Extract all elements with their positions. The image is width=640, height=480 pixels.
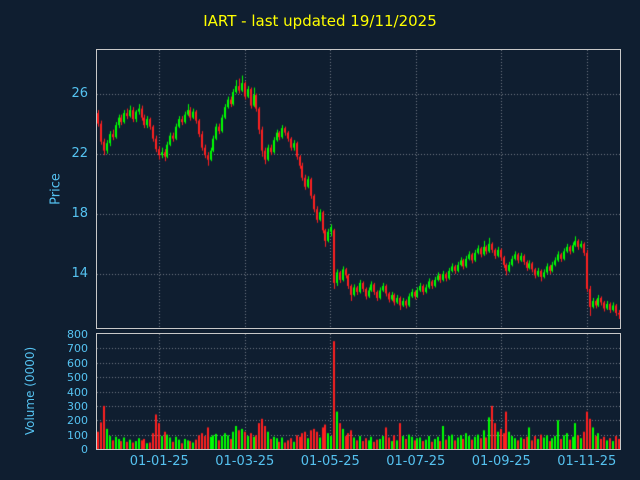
price-axis-label: Price <box>48 173 64 205</box>
volume-tick-label: 100 <box>67 428 88 442</box>
price-tick-label: 18 <box>71 205 88 221</box>
x-tick-label: 01-05-25 <box>300 454 360 469</box>
volume-plot <box>96 333 621 450</box>
volume-tick-label: 200 <box>67 414 88 428</box>
x-tick-label: 01-09-25 <box>471 454 531 469</box>
price-tick-label: 14 <box>71 265 88 281</box>
volume-tick-label: 500 <box>67 371 88 385</box>
x-tick-label: 01-01-25 <box>129 454 189 469</box>
x-tick-label: 01-07-25 <box>386 454 446 469</box>
x-tick-label: 01-03-25 <box>215 454 275 469</box>
volume-tick-label: 0 <box>81 443 88 456</box>
price-tick-label: 22 <box>71 145 88 161</box>
price-candlestick-canvas <box>97 50 620 328</box>
volume-tick-label: 800 <box>67 328 88 341</box>
volume-tick-label: 300 <box>67 399 88 413</box>
price-tick-label: 26 <box>71 85 88 101</box>
chart-title: IART - last updated 19/11/2025 <box>203 12 437 30</box>
x-tick-label: 01-11-25 <box>557 454 617 469</box>
volume-tick-label: 700 <box>67 342 88 356</box>
volume-tick-label: 600 <box>67 356 88 370</box>
volume-bars-canvas <box>97 334 620 449</box>
volume-axis-label: Volume (0000) <box>23 346 37 436</box>
volume-tick-label: 400 <box>67 385 88 399</box>
price-plot <box>96 49 621 329</box>
